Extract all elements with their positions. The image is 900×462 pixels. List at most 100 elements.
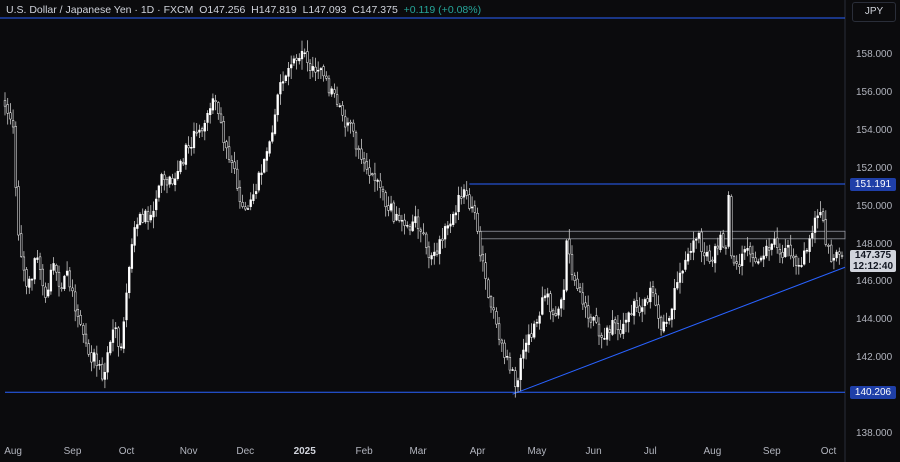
candle-body — [484, 262, 487, 279]
candle-body — [333, 89, 336, 94]
candle-body — [392, 202, 395, 222]
candle-body — [816, 215, 819, 219]
candle-body — [684, 259, 687, 270]
candle-body — [52, 263, 55, 271]
candle-body — [273, 114, 277, 134]
candle-body — [443, 226, 447, 240]
candle-body — [14, 126, 17, 188]
candle-body — [738, 264, 741, 267]
candle-body — [560, 299, 563, 309]
candle-body — [830, 244, 833, 262]
candle-body — [184, 144, 188, 165]
candle-body — [28, 278, 31, 288]
candle-body — [659, 316, 663, 331]
candle-body — [141, 213, 144, 223]
candle-body — [128, 266, 131, 294]
candle-body — [414, 216, 417, 224]
price-tick-label: 156.000 — [856, 86, 893, 98]
candle-body — [446, 225, 449, 229]
candle-body — [227, 146, 231, 160]
candle-body — [335, 94, 339, 105]
currency-button[interactable]: JPY — [852, 2, 896, 22]
candle-body — [82, 325, 85, 335]
candle-body — [427, 246, 431, 259]
candle-body — [230, 160, 233, 163]
candle-body — [130, 244, 134, 269]
price-tick-label: 158.000 — [856, 49, 893, 60]
candle-body — [362, 158, 366, 164]
candle-body — [506, 356, 509, 358]
candle-body — [597, 323, 601, 337]
candle-body — [6, 104, 9, 114]
candle-body — [298, 57, 301, 62]
candle-body — [678, 272, 682, 283]
candle-body — [468, 194, 471, 209]
candle-body — [117, 327, 120, 347]
candle-body — [433, 251, 436, 257]
candle-body — [357, 148, 360, 151]
candle-body — [416, 216, 420, 230]
candle-body — [651, 286, 655, 293]
time-tick-label: May — [527, 446, 547, 457]
candle-body — [500, 339, 503, 344]
candle-body — [238, 186, 242, 202]
candle-body — [49, 269, 53, 292]
candle-body — [776, 237, 779, 248]
candle-body — [551, 309, 555, 315]
candle-body — [30, 278, 34, 281]
time-tick-label: Oct — [820, 446, 837, 457]
candle-body — [252, 194, 255, 201]
candle-body — [387, 205, 390, 211]
candle-body — [716, 245, 719, 249]
candle-body — [524, 342, 528, 352]
candle-body — [546, 293, 549, 298]
candle-body — [792, 255, 795, 259]
candle-body — [543, 295, 547, 299]
candle-body — [317, 69, 320, 72]
candle-body — [754, 257, 757, 263]
candle-body — [163, 174, 166, 180]
time-tick-label: Oct — [118, 446, 135, 457]
candle-body — [354, 132, 358, 150]
candle-body — [284, 75, 287, 82]
candle-body — [514, 370, 517, 387]
candle-body — [314, 66, 317, 73]
candle-body — [668, 318, 671, 321]
candle-body — [122, 321, 125, 349]
candle-body — [719, 234, 722, 250]
candle-body — [20, 233, 23, 257]
candle-body — [554, 313, 557, 316]
candle-body — [681, 270, 684, 274]
horizontal-levels — [5, 183, 845, 393]
candle-body — [219, 113, 223, 123]
candle-body — [549, 293, 552, 313]
candle-body — [214, 100, 217, 102]
candle-body — [389, 203, 393, 211]
candle-body — [55, 264, 58, 273]
candle-body — [84, 333, 88, 344]
candle-body — [111, 329, 115, 343]
candle-body — [573, 275, 576, 281]
candle-body — [476, 212, 479, 232]
time-tick-label: Sep — [762, 446, 781, 457]
candle-body — [17, 186, 20, 236]
candle-body — [479, 231, 482, 257]
candle-body — [395, 213, 398, 221]
candle-body — [454, 212, 458, 216]
candle-body — [425, 233, 428, 248]
low-label: L — [302, 4, 309, 16]
time-tick-label: Dec — [236, 446, 255, 457]
candle-body — [470, 206, 474, 209]
candle-body — [492, 307, 495, 311]
high-value: 147.819 — [258, 4, 297, 16]
candle-body — [527, 334, 530, 345]
time-tick-label: 2025 — [293, 446, 316, 457]
candle-body — [79, 315, 82, 325]
candle-body — [835, 251, 838, 259]
ascending-trendline — [512, 266, 846, 395]
candle-body — [76, 309, 80, 317]
candle-body — [740, 253, 744, 266]
candle-body — [821, 211, 825, 221]
candle-body — [95, 353, 98, 367]
